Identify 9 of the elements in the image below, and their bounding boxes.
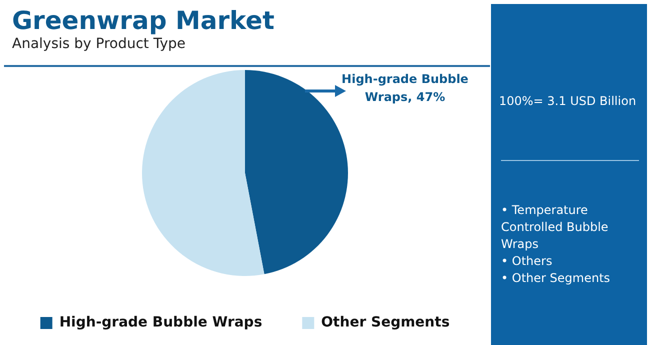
text: • Others bbox=[501, 253, 554, 270]
legend-label: Other Segments bbox=[321, 314, 450, 331]
text: • Temperature Controlled Bubble Wraps bbox=[501, 202, 610, 253]
chart-title: Greenwrap Market bbox=[12, 6, 274, 35]
text: 100%= 3.1 USD Billion bbox=[499, 94, 636, 108]
text: • Other Segments bbox=[501, 270, 612, 287]
chart-subtitle: Analysis by Product Type bbox=[12, 36, 186, 52]
data-label: High-grade Bubble Wraps, 47% bbox=[342, 72, 468, 104]
legend-label: High-grade Bubble Wraps bbox=[59, 314, 262, 331]
